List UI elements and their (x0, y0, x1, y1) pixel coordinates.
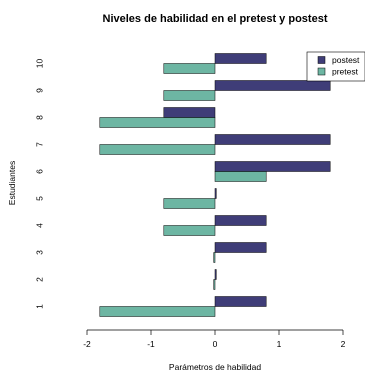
x-axis: -2 -1 0 1 2 (83, 329, 346, 349)
y-tick-label-4: 4 (34, 223, 44, 228)
bar-postest-7 (214, 134, 331, 145)
legend-label-pretest: pretest (332, 67, 359, 77)
bar-pretest-2 (213, 279, 216, 290)
x-tick-label-1: 1 (277, 339, 282, 349)
legend: postest pretest (306, 51, 365, 82)
x-tick-label--2: -2 (83, 339, 91, 349)
bar-pretest-4 (163, 225, 216, 236)
legend-swatch-postest (317, 56, 326, 64)
y-tick-label-8: 8 (34, 115, 44, 120)
y-axis-label: Estudiantes (7, 161, 17, 205)
bar-pretest-9 (163, 90, 216, 101)
bar-postest-2 (214, 269, 217, 280)
bars-group (99, 53, 331, 317)
bar-pretest-8 (99, 117, 216, 128)
bar-postest-4 (214, 215, 267, 226)
bar-postest-10 (214, 53, 267, 64)
bar-pretest-10 (163, 63, 216, 74)
bar-postest-9 (214, 80, 331, 91)
x-tick-label-0: 0 (213, 339, 218, 349)
y-tick-label-9: 9 (34, 88, 44, 93)
y-tick-label-3: 3 (34, 250, 44, 255)
y-tick-label-10: 10 (34, 59, 44, 69)
bar-pretest-3 (213, 252, 216, 263)
y-tick-label-1: 1 (34, 304, 44, 309)
bar-pretest-6 (214, 171, 267, 182)
x-tick-label--1: -1 (147, 339, 155, 349)
bar-postest-5 (214, 188, 217, 199)
bar-postest-3 (214, 242, 267, 253)
x-tick-label-2: 2 (341, 339, 346, 349)
bar-pretest-1 (99, 306, 216, 317)
x-axis-label: Parámetros de habilidad (169, 362, 261, 371)
bar-postest-6 (214, 161, 331, 172)
bar-postest-1 (214, 296, 267, 307)
y-tick-label-2: 2 (34, 277, 44, 282)
y-tick-label-7: 7 (34, 142, 44, 147)
legend-box (306, 51, 365, 82)
bar-pretest-5 (163, 198, 216, 209)
chart-title: Niveles de habilidad en el pretest y pos… (103, 13, 328, 25)
legend-label-postest: postest (332, 55, 360, 65)
legend-swatch-pretest (317, 67, 326, 76)
y-tick-label-6: 6 (34, 169, 44, 174)
bar-pretest-7 (99, 144, 216, 155)
y-tick-label-5: 5 (34, 196, 44, 201)
bar-postest-8 (163, 107, 216, 118)
y-axis: 1 2 3 4 5 6 7 8 9 10 (34, 59, 44, 309)
